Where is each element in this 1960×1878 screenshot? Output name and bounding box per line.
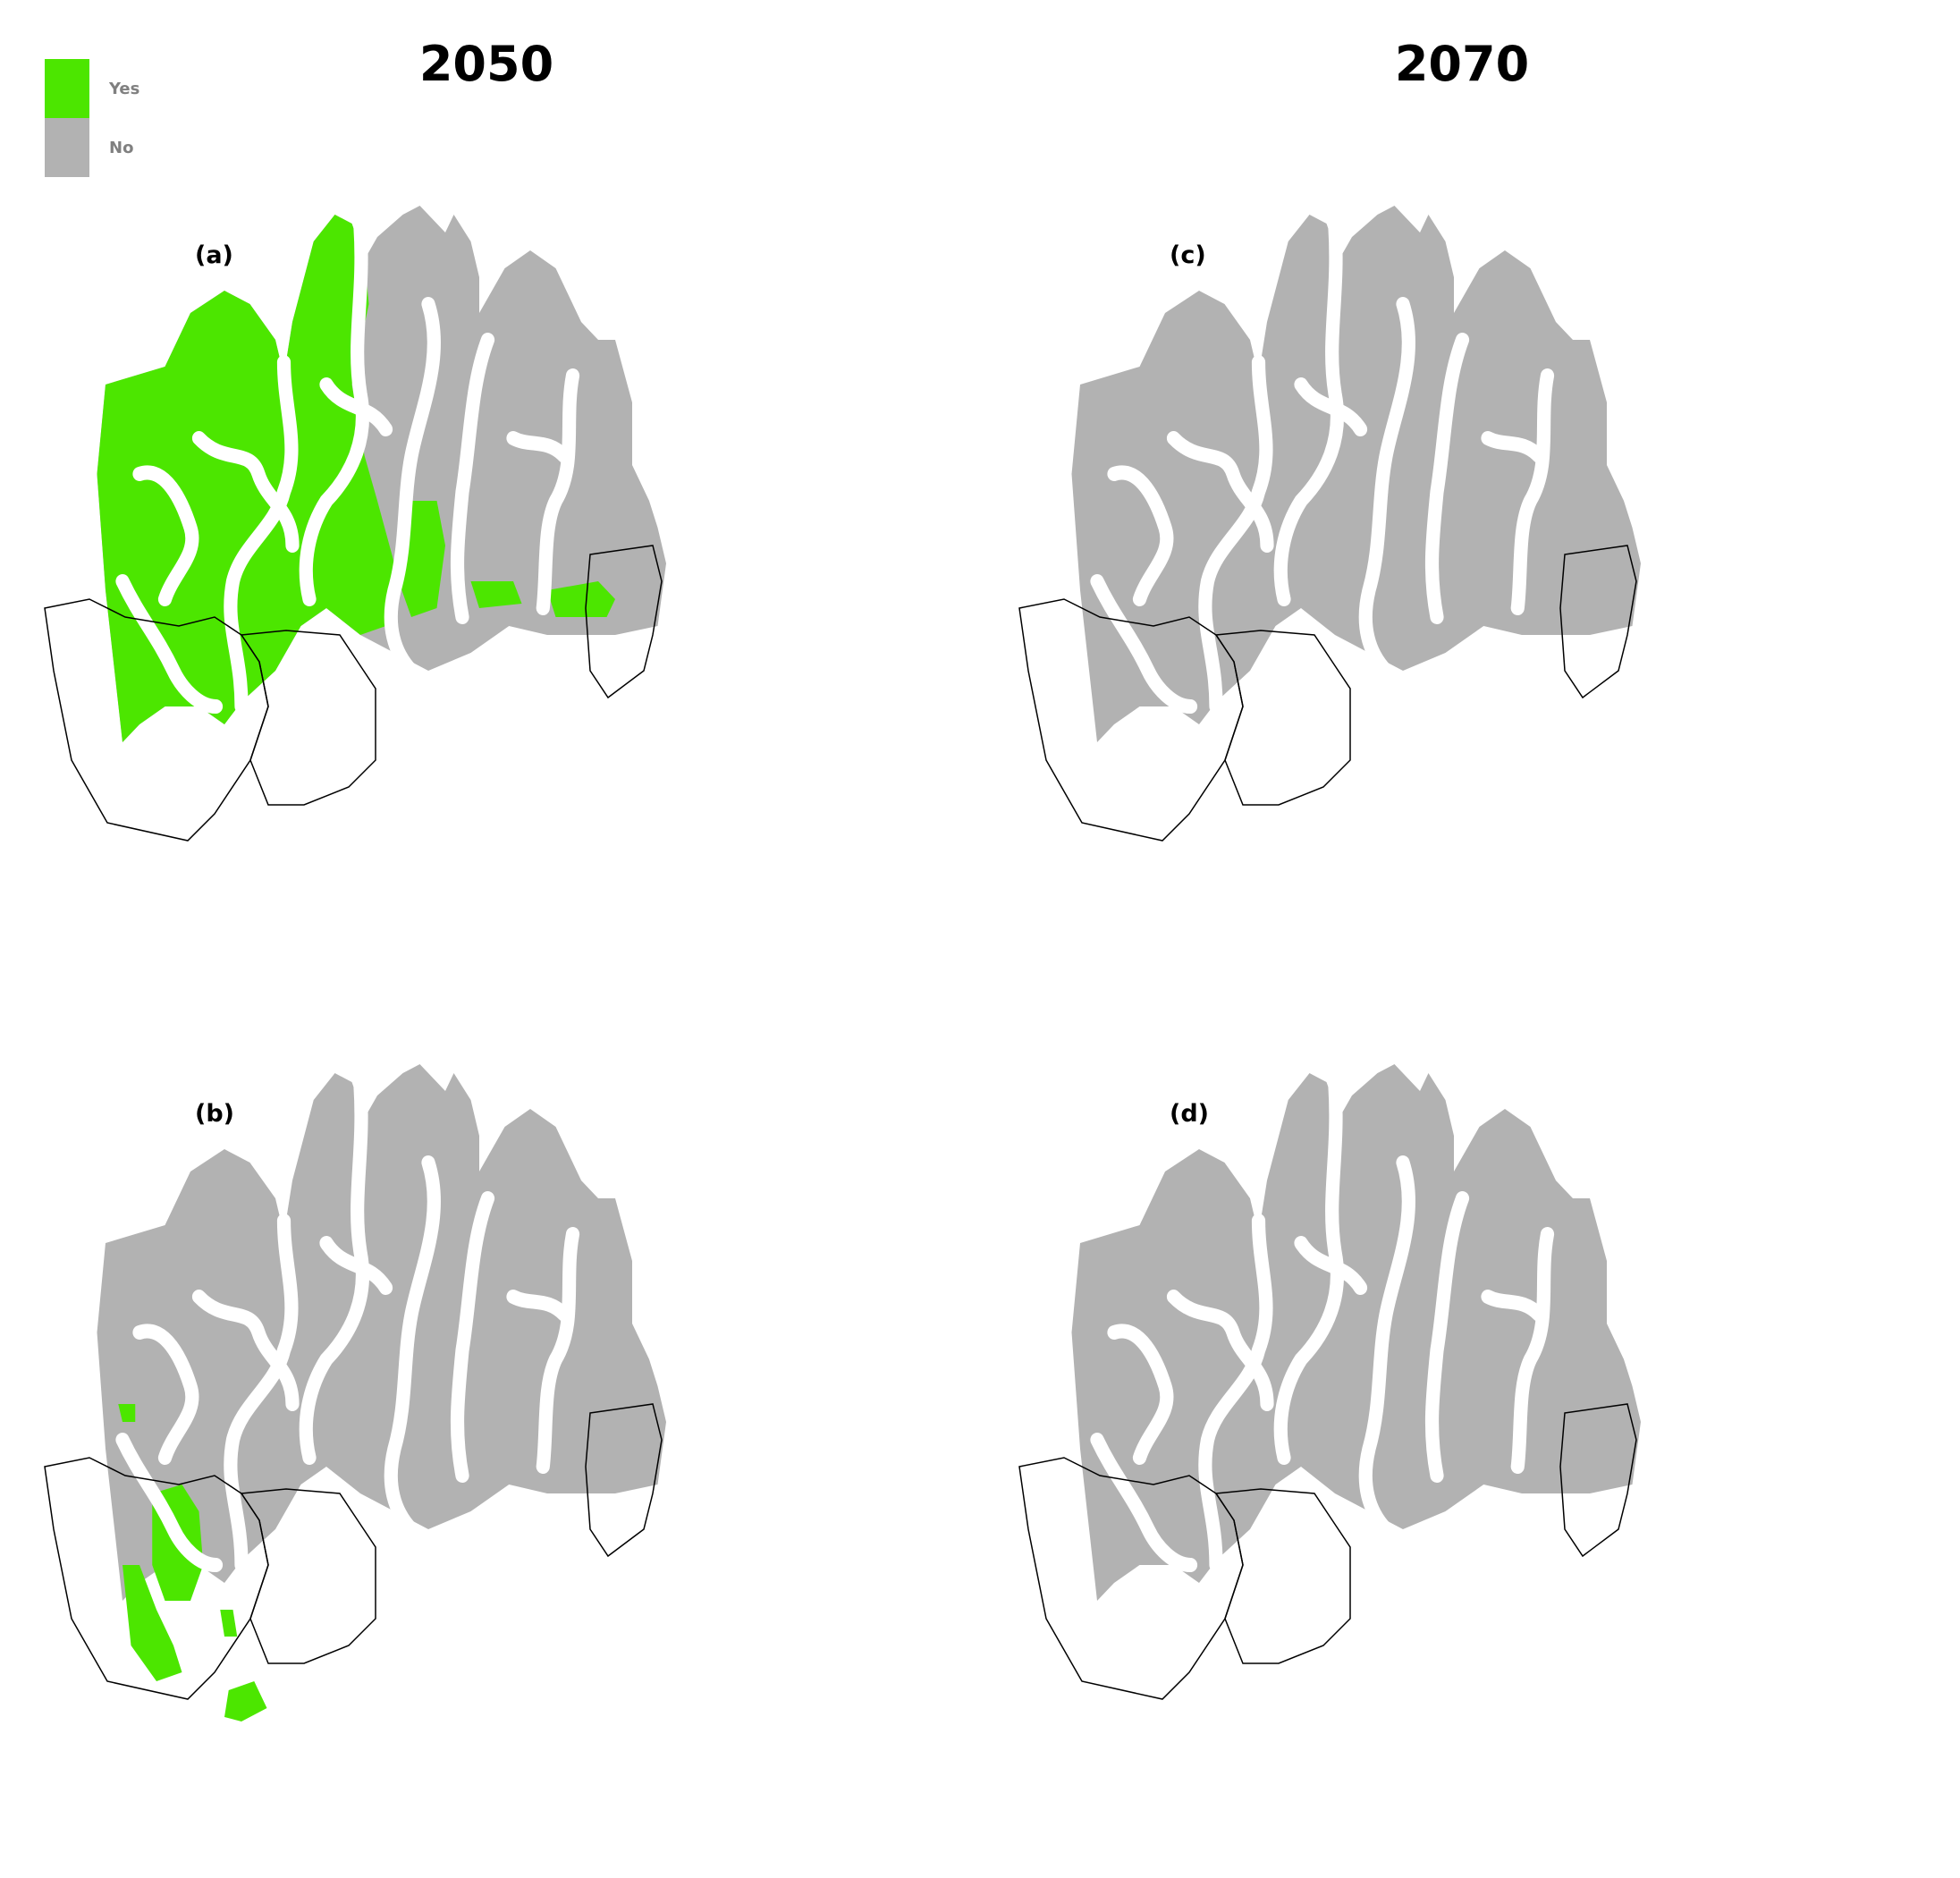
- map-panel-a: (a): [36, 143, 930, 984]
- district-boundary: [1214, 630, 1351, 806]
- river-channel: [115, 1433, 224, 1572]
- river-channel: [1198, 355, 1273, 714]
- suitable-area-yes: [97, 215, 395, 742]
- legend-swatch-yes: [45, 59, 89, 118]
- district-boundary: [585, 545, 663, 699]
- panel-label-a: (a): [195, 241, 233, 269]
- river-channel: [1166, 1290, 1274, 1411]
- panel-label-c: (c): [1170, 241, 1206, 269]
- suitable-area-yes: [118, 1404, 136, 1422]
- river-channel: [1481, 1290, 1546, 1322]
- district-boundary: [240, 1488, 376, 1664]
- legend-label-yes: Yes: [109, 79, 140, 98]
- river-channel: [191, 431, 300, 553]
- river-channel: [132, 465, 199, 606]
- river-channel: [1090, 574, 1198, 714]
- river-channel: [1510, 1227, 1555, 1474]
- suitable-area-yes: [122, 1565, 182, 1681]
- land-area: [1071, 1064, 1641, 1601]
- river-channel: [1424, 1191, 1470, 1483]
- land-area: [97, 1064, 667, 1601]
- river-channel: [1510, 368, 1555, 615]
- river-channel: [132, 1324, 199, 1465]
- suitable-area-yes: [220, 1610, 238, 1637]
- map-panel-b: (b): [36, 993, 930, 1833]
- map-a: [44, 206, 667, 842]
- map-b: [44, 1064, 667, 1722]
- map-c: [1018, 206, 1641, 842]
- legend-label-no: No: [109, 138, 134, 157]
- suitable-area-yes: [547, 581, 615, 617]
- district-boundary: [240, 630, 376, 806]
- river-channel: [1273, 1079, 1345, 1465]
- river-channel: [1166, 431, 1274, 553]
- river-channel: [536, 368, 580, 615]
- river-channel: [506, 1290, 571, 1322]
- river-channel: [191, 1290, 300, 1411]
- river-channel: [1358, 1155, 1415, 1536]
- river-channel: [1294, 1236, 1368, 1295]
- river-channel: [384, 1155, 441, 1536]
- river-channel: [450, 1191, 495, 1483]
- legend-item-no: No: [45, 118, 139, 177]
- map-panel-c: (c): [1010, 143, 1905, 984]
- river-channel: [1481, 431, 1546, 463]
- title-2050: 2050: [418, 36, 554, 92]
- district-boundary: [1559, 545, 1637, 699]
- legend-item-yes: Yes: [45, 59, 139, 118]
- district-boundary: [585, 1403, 663, 1558]
- suitable-area-yes: [470, 581, 522, 608]
- suitable-area-yes: [224, 1681, 267, 1722]
- river-channel: [1107, 1324, 1174, 1465]
- river-channel: [450, 333, 495, 624]
- river-channel: [319, 377, 393, 436]
- river-channel: [299, 1079, 370, 1465]
- river-channel: [224, 1214, 299, 1572]
- river-channel: [1090, 1433, 1198, 1572]
- legend-swatch-no: [45, 118, 89, 177]
- panel-label-d: (d): [1170, 1100, 1210, 1128]
- river-channel: [1198, 1214, 1273, 1572]
- district-boundary: [1559, 1403, 1637, 1558]
- river-channel: [1358, 297, 1415, 678]
- river-channel: [1273, 221, 1345, 606]
- river-channel: [1107, 465, 1174, 606]
- river-channel: [115, 574, 224, 714]
- river-channel: [384, 297, 441, 678]
- land-area: [1071, 206, 1641, 742]
- river-channel: [319, 1236, 393, 1295]
- panel-label-b: (b): [195, 1100, 235, 1128]
- title-2070: 2070: [1394, 36, 1530, 92]
- district-boundary: [1214, 1488, 1351, 1664]
- legend: Yes No: [45, 59, 139, 177]
- river-channel: [506, 431, 571, 463]
- river-channel: [299, 221, 370, 606]
- river-channel: [1294, 377, 1368, 436]
- map-d: [1018, 1064, 1641, 1700]
- river-channel: [1424, 333, 1470, 624]
- river-channel: [224, 355, 299, 714]
- river-channel: [536, 1227, 580, 1474]
- map-panel-d: (d): [1010, 993, 1905, 1833]
